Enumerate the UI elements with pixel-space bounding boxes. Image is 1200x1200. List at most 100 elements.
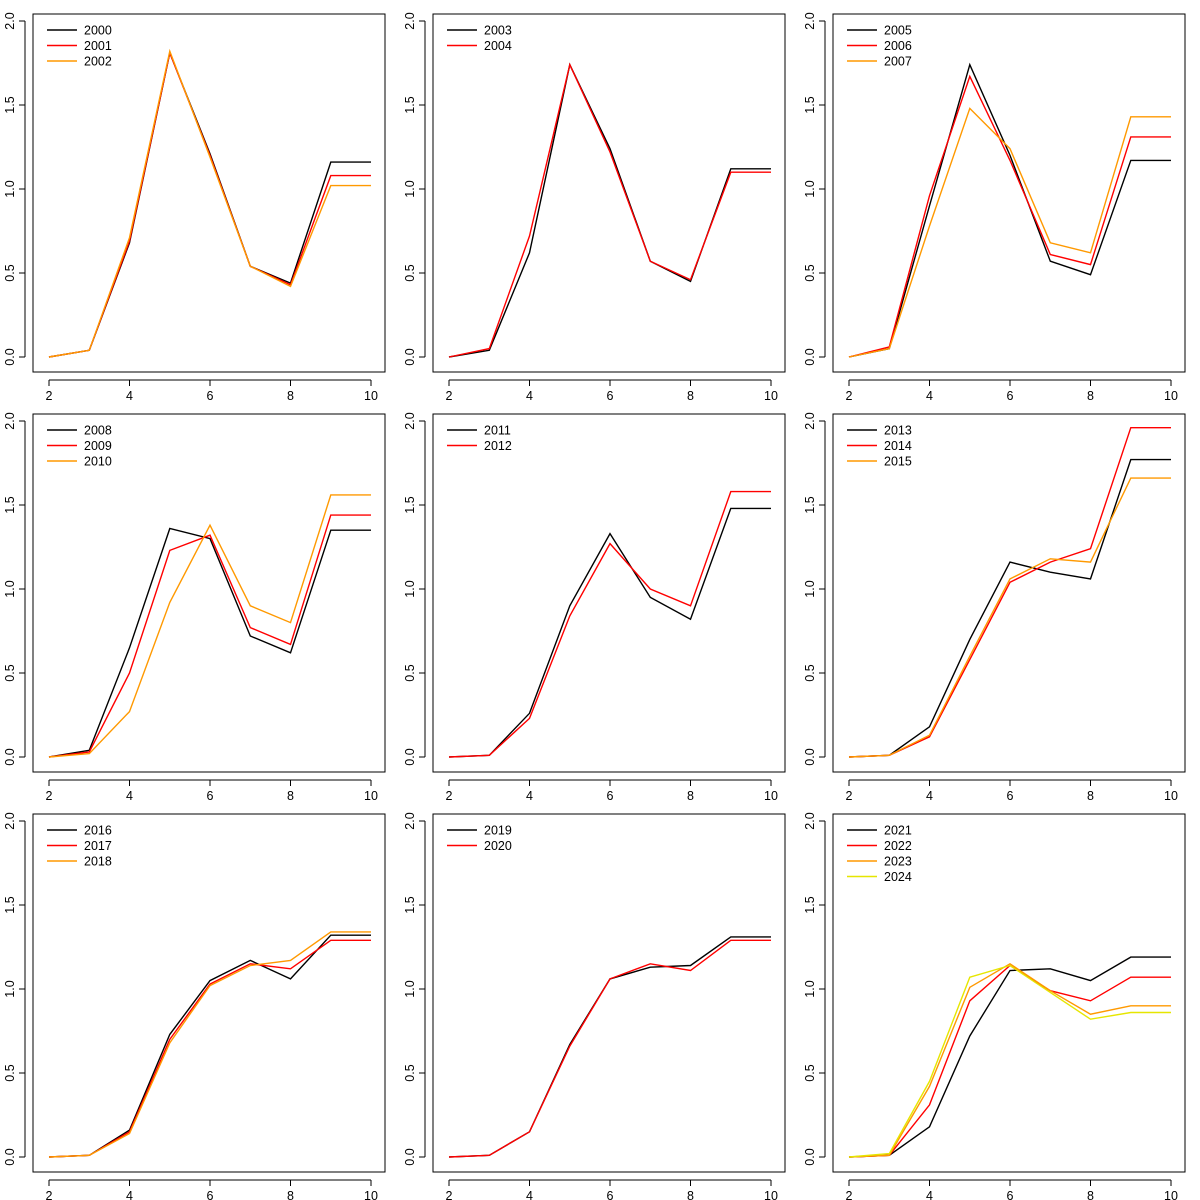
legend-label: 2003 bbox=[484, 24, 512, 38]
y-tick-label: 0.5 bbox=[803, 1064, 817, 1081]
x-tick-label: 2 bbox=[46, 1189, 53, 1200]
y-tick-label: 0.5 bbox=[3, 1064, 17, 1081]
legend-label: 2012 bbox=[484, 439, 512, 453]
series-line-2019 bbox=[448, 936, 771, 1158]
plot-frame bbox=[432, 413, 786, 773]
x-tick-label: 2 bbox=[846, 1189, 853, 1200]
x-tick-label: 4 bbox=[926, 1189, 933, 1200]
y-tick-label: 1.5 bbox=[803, 496, 817, 513]
series-line-2006 bbox=[848, 74, 1171, 358]
x-tick-label: 10 bbox=[1164, 1189, 1178, 1200]
series-line-2013 bbox=[848, 458, 1171, 758]
x-tick-label: 4 bbox=[526, 1189, 533, 1200]
y-tick-label: 2.0 bbox=[803, 12, 817, 29]
x-tick-label: 10 bbox=[764, 789, 778, 800]
chart-panel-8: 2 4 6 8 10 0.0 0.5 1.0 1.5 2.0 2019 2020 bbox=[400, 800, 800, 1200]
plot-frame bbox=[432, 13, 786, 373]
chart-panel-7: 2 4 6 8 10 0.0 0.5 1.0 1.5 2.0 2016 2017 2018 bbox=[0, 800, 400, 1200]
series-line-2018 bbox=[48, 931, 371, 1158]
legend-label: 2019 bbox=[484, 824, 512, 838]
chart-panel-4: 2 4 6 8 10 0.0 0.5 1.0 1.5 2.0 2008 2009 2010 bbox=[0, 400, 400, 800]
series-line-2007 bbox=[848, 107, 1171, 358]
x-tick-label: 6 bbox=[1007, 389, 1014, 400]
y-tick-label: 0.5 bbox=[403, 264, 417, 281]
y-tick-label: 2.0 bbox=[3, 12, 17, 29]
legend-label: 2018 bbox=[84, 855, 112, 869]
legend-label: 2023 bbox=[884, 855, 912, 869]
series-line-2004 bbox=[448, 62, 771, 358]
legend-label: 2005 bbox=[884, 24, 912, 38]
x-tick-label: 8 bbox=[1087, 1189, 1094, 1200]
y-tick-label: 0.0 bbox=[403, 1148, 417, 1165]
plot-frame bbox=[432, 813, 786, 1173]
y-tick-label: 2.0 bbox=[403, 412, 417, 429]
series-line-2017 bbox=[48, 939, 371, 1158]
legend-label: 2024 bbox=[884, 870, 912, 884]
x-tick-label: 4 bbox=[926, 389, 933, 400]
x-tick-label: 2 bbox=[846, 789, 853, 800]
series-line-2011 bbox=[448, 507, 771, 758]
x-tick-label: 2 bbox=[446, 389, 453, 400]
plot-frame bbox=[32, 13, 386, 373]
series-line-2008 bbox=[48, 527, 371, 758]
legend-label: 2016 bbox=[84, 824, 112, 838]
x-tick-label: 6 bbox=[607, 1189, 614, 1200]
x-tick-label: 6 bbox=[607, 389, 614, 400]
series-line-2010 bbox=[48, 494, 371, 758]
y-tick-label: 0.5 bbox=[3, 264, 17, 281]
chart-panel-6: 2 4 6 8 10 0.0 0.5 1.0 1.5 2.0 2013 2014 2015 bbox=[800, 400, 1200, 800]
series-line-2021 bbox=[848, 956, 1171, 1158]
legend-label: 2013 bbox=[884, 424, 912, 438]
x-tick-label: 2 bbox=[46, 389, 53, 400]
plot-frame bbox=[32, 813, 386, 1173]
x-tick-label: 8 bbox=[287, 789, 294, 800]
x-tick-label: 6 bbox=[1007, 789, 1014, 800]
x-tick-label: 10 bbox=[364, 1189, 378, 1200]
x-tick-label: 2 bbox=[446, 1189, 453, 1200]
x-tick-label: 8 bbox=[1087, 789, 1094, 800]
x-tick-label: 10 bbox=[764, 389, 778, 400]
y-tick-label: 0.5 bbox=[403, 1064, 417, 1081]
y-tick-label: 1.0 bbox=[403, 980, 417, 997]
series-line-2024 bbox=[848, 964, 1171, 1158]
x-tick-label: 10 bbox=[764, 1189, 778, 1200]
x-tick-label: 10 bbox=[1164, 789, 1178, 800]
x-tick-label: 4 bbox=[126, 1189, 133, 1200]
legend-label: 2007 bbox=[884, 55, 912, 69]
legend-label: 2000 bbox=[84, 24, 112, 38]
y-tick-label: 2.0 bbox=[403, 812, 417, 829]
y-tick-label: 0.5 bbox=[803, 264, 817, 281]
y-tick-label: 1.5 bbox=[403, 496, 417, 513]
series-line-2023 bbox=[848, 962, 1171, 1158]
y-tick-label: 0.0 bbox=[403, 348, 417, 365]
legend-label: 2022 bbox=[884, 839, 912, 853]
x-tick-label: 6 bbox=[207, 789, 214, 800]
series-line-2003 bbox=[448, 62, 771, 358]
x-tick-label: 6 bbox=[207, 389, 214, 400]
x-tick-label: 2 bbox=[446, 789, 453, 800]
y-tick-label: 0.5 bbox=[3, 664, 17, 681]
plot-frame bbox=[832, 813, 1186, 1173]
x-tick-label: 6 bbox=[607, 789, 614, 800]
x-tick-label: 8 bbox=[687, 789, 694, 800]
y-tick-label: 0.0 bbox=[3, 348, 17, 365]
y-tick-label: 2.0 bbox=[803, 812, 817, 829]
y-tick-label: 2.0 bbox=[403, 12, 417, 29]
chart-panel-5: 2 4 6 8 10 0.0 0.5 1.0 1.5 2.0 2011 2012 bbox=[400, 400, 800, 800]
legend-label: 2009 bbox=[84, 439, 112, 453]
y-tick-label: 0.0 bbox=[3, 748, 17, 765]
y-tick-label: 1.5 bbox=[3, 496, 17, 513]
y-tick-label: 1.5 bbox=[803, 896, 817, 913]
y-tick-label: 0.0 bbox=[3, 1148, 17, 1165]
chart-panel-9: 2 4 6 8 10 0.0 0.5 1.0 1.5 2.0 2021 2022 2023 2024 bbox=[800, 800, 1200, 1200]
x-tick-label: 4 bbox=[926, 789, 933, 800]
plot-frame bbox=[32, 413, 386, 773]
series-line-2020 bbox=[448, 939, 771, 1158]
legend-label: 2020 bbox=[484, 839, 512, 853]
